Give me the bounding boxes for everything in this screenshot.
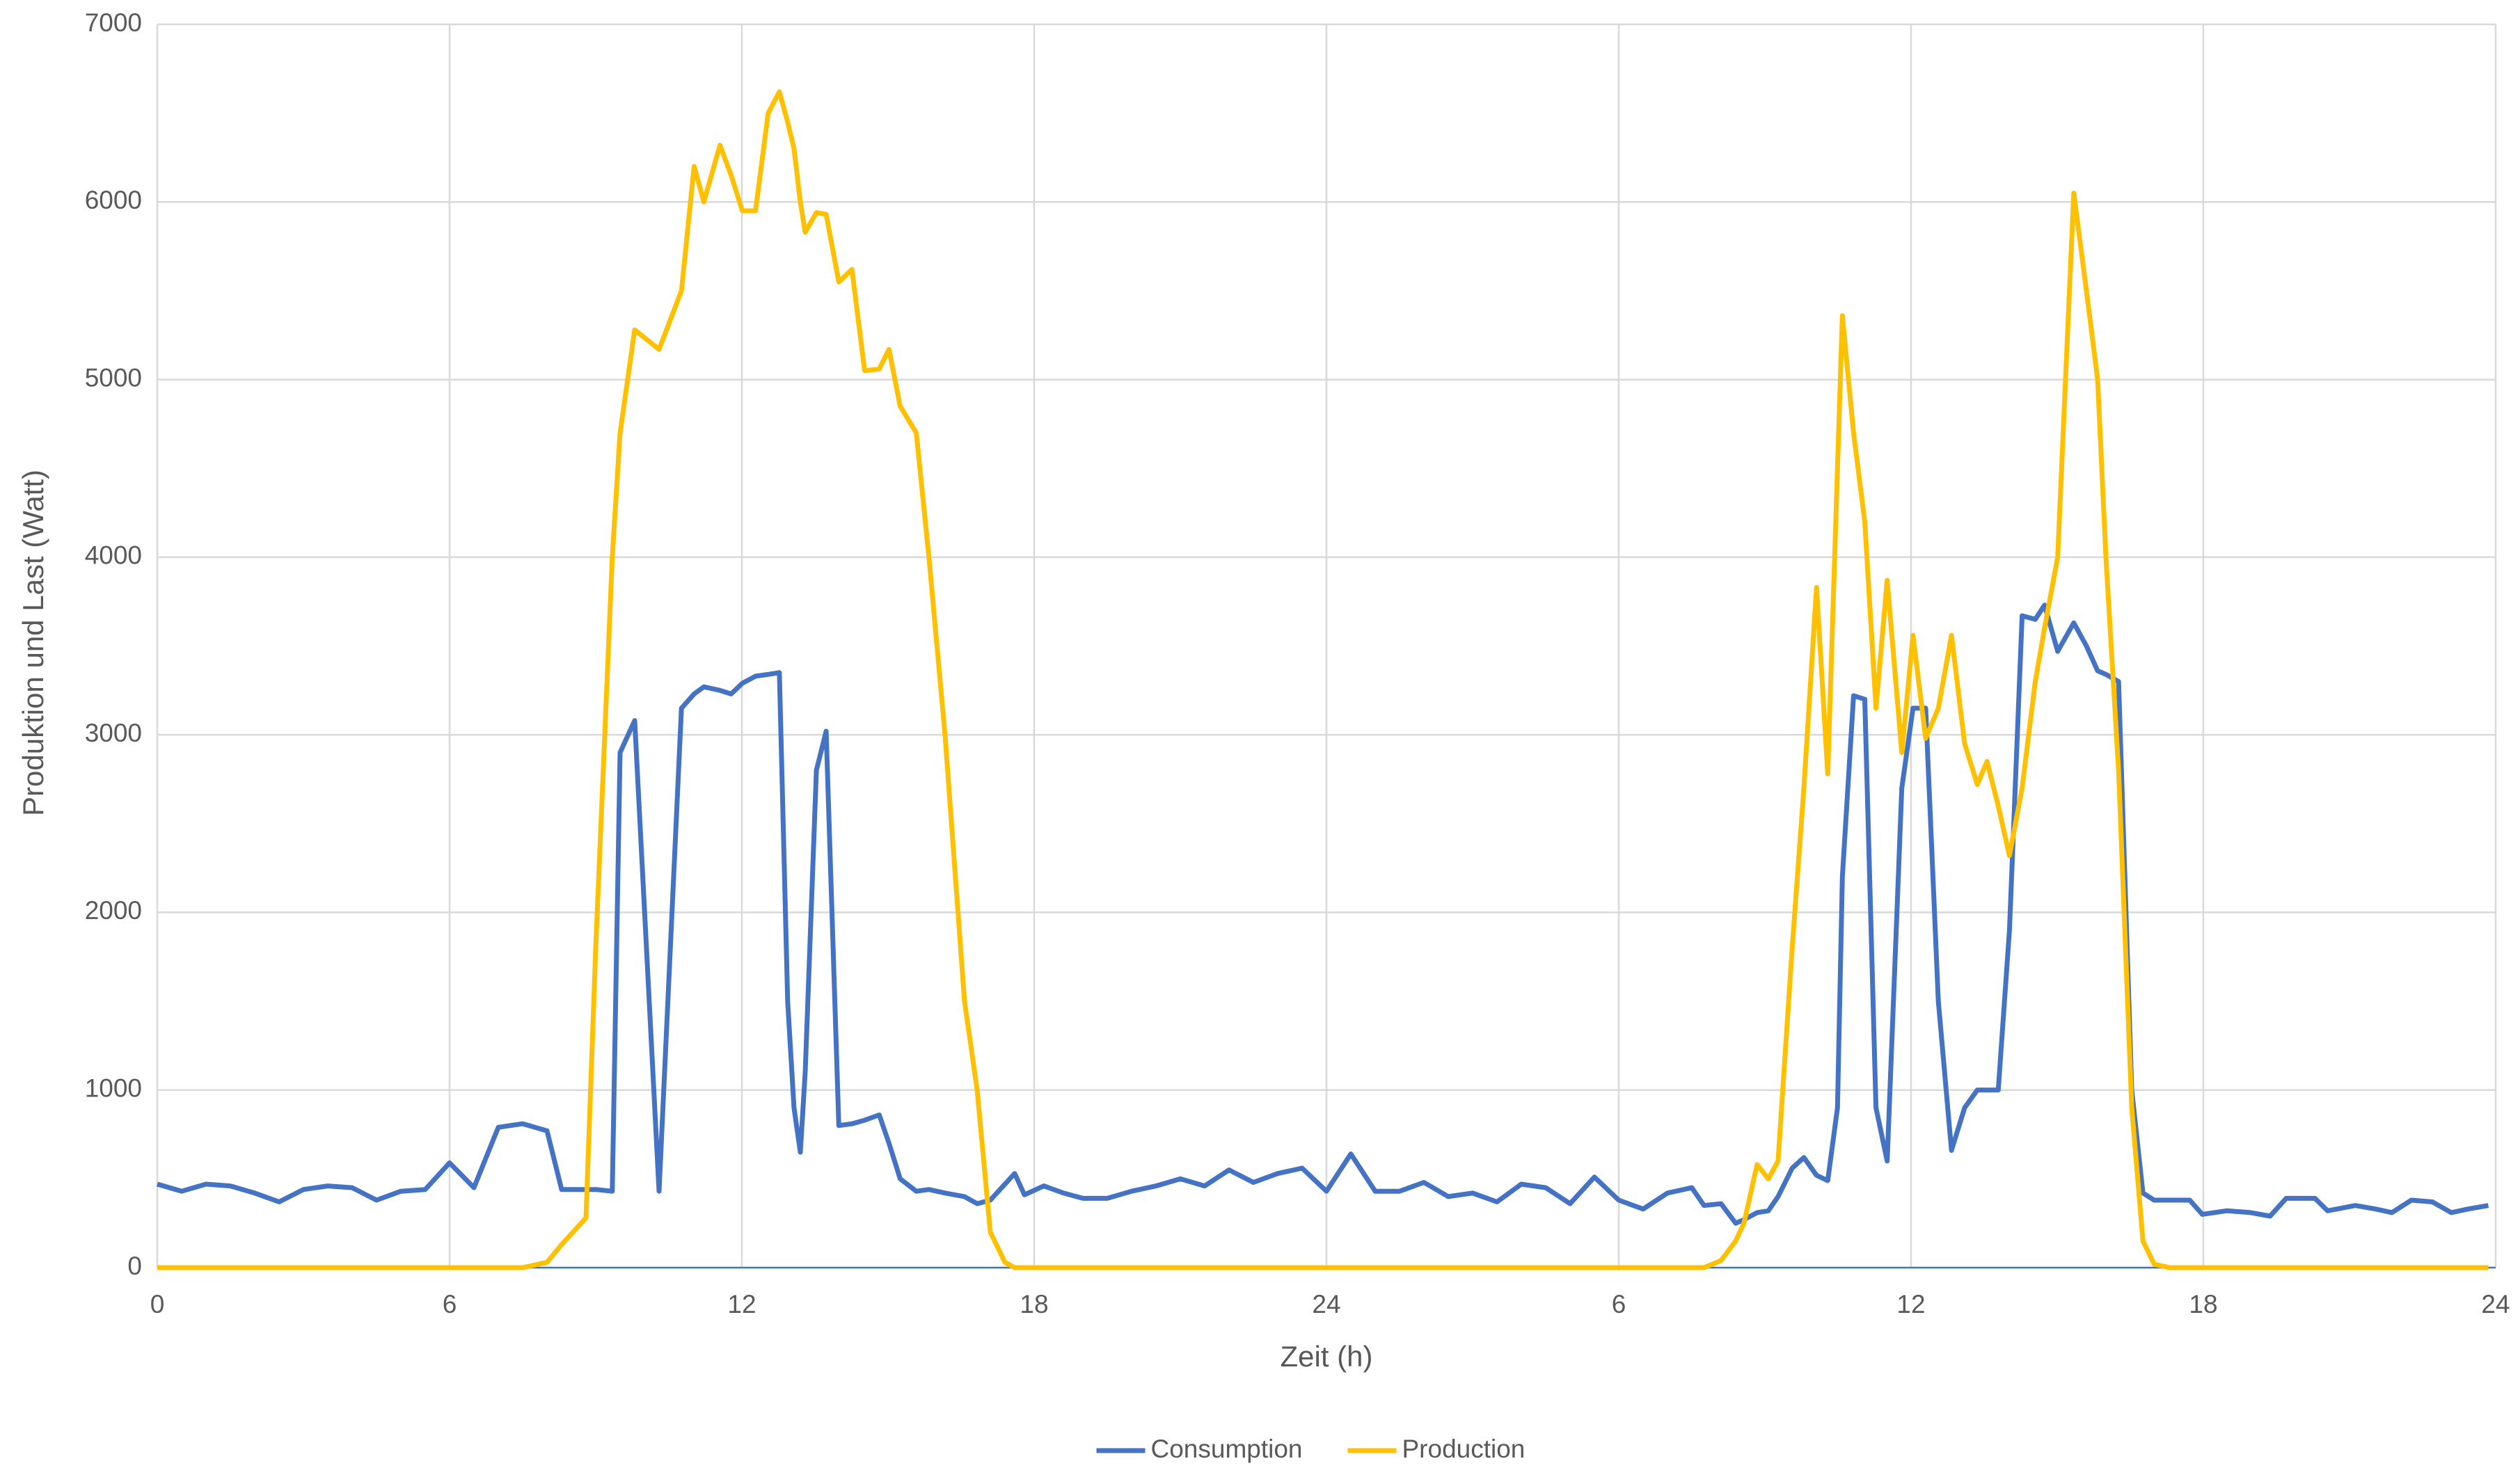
x-tick-label: 6 <box>443 1290 457 1318</box>
y-tick-label: 1000 <box>85 1074 142 1102</box>
y-tick-label: 7000 <box>85 8 142 37</box>
legend-label: Production <box>1402 1435 1526 1463</box>
x-tick-label: 12 <box>1896 1290 1925 1318</box>
x-tick-label: 0 <box>150 1290 165 1318</box>
x-tick-label: 24 <box>2481 1290 2510 1318</box>
series-line <box>157 89 2489 1270</box>
x-tick-label: 18 <box>2189 1290 2217 1318</box>
x-tick-label: 6 <box>1612 1290 1626 1318</box>
y-tick-label: 4000 <box>85 541 142 570</box>
x-tick-label: 12 <box>727 1290 756 1318</box>
x-tick-label: 24 <box>1312 1290 1340 1318</box>
y-tick-label: 0 <box>127 1252 142 1280</box>
series-line <box>157 603 2489 1226</box>
y-axis-title: Produktion und Last (Watt) <box>17 470 49 816</box>
y-tick-label: 5000 <box>85 363 142 392</box>
y-tick-label: 6000 <box>85 186 142 214</box>
x-tick-label: 18 <box>1020 1290 1048 1318</box>
y-tick-label: 3000 <box>85 719 142 747</box>
legend-label: Consumption <box>1151 1435 1303 1463</box>
y-tick-label: 2000 <box>85 896 142 925</box>
x-axis-title: Zeit (h) <box>1280 1340 1372 1373</box>
